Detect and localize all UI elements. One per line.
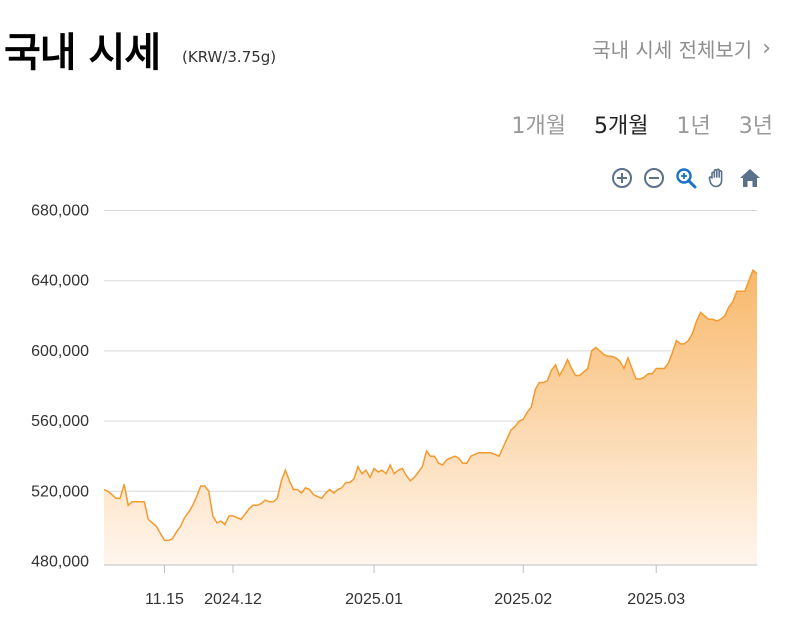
magnifier-zoom-icon[interactable] [675, 167, 697, 189]
tab-5-months[interactable]: 5개월 [594, 114, 649, 139]
chart-toolbar [611, 167, 761, 189]
zoom-out-icon[interactable] [643, 167, 665, 189]
x-axis: 11.15 2024.12 2025.01 2025.02 2025.03 [104, 564, 757, 608]
tab-1-year[interactable]: 1년 [676, 114, 711, 139]
home-reset-icon[interactable] [739, 167, 761, 189]
page-title: 국내 시세 [4, 30, 161, 76]
y-tick-label: 600,000 [31, 343, 89, 360]
y-tick-label: 680,000 [31, 203, 89, 220]
y-tick-label: 480,000 [31, 553, 89, 570]
x-tick-label: 2024.12 [204, 591, 262, 608]
pan-hand-icon[interactable] [707, 167, 729, 189]
price-series-line [103, 268, 758, 542]
tab-3-years[interactable]: 3년 [738, 114, 773, 139]
x-tick-label: 2025.01 [345, 591, 403, 608]
view-all-label: 국내 시세 전체보기 [592, 38, 753, 62]
period-tabs: 1개월 5개월 1년 3년 [512, 108, 773, 140]
x-tick-label: 2025.03 [627, 591, 685, 608]
unit-label: (KRW/3.75g) [182, 48, 277, 66]
chevron-right-icon: › [762, 36, 771, 61]
price-area-fill [104, 270, 757, 565]
x-tick-label: 11.15 [145, 591, 184, 608]
y-tick-label: 560,000 [31, 413, 89, 430]
x-tick-label: 2025.02 [494, 591, 552, 608]
y-tick-label: 520,000 [31, 483, 89, 500]
zoom-in-icon[interactable] [611, 167, 633, 189]
view-all-domestic-prices-link[interactable]: 국내 시세 전체보기 › [592, 34, 771, 63]
y-axis-labels: 680,000 640,000 600,000 560,000 520,000 480,0… [31, 203, 89, 571]
tab-1-month[interactable]: 1개월 [511, 114, 567, 139]
y-tick-label: 640,000 [31, 273, 89, 290]
